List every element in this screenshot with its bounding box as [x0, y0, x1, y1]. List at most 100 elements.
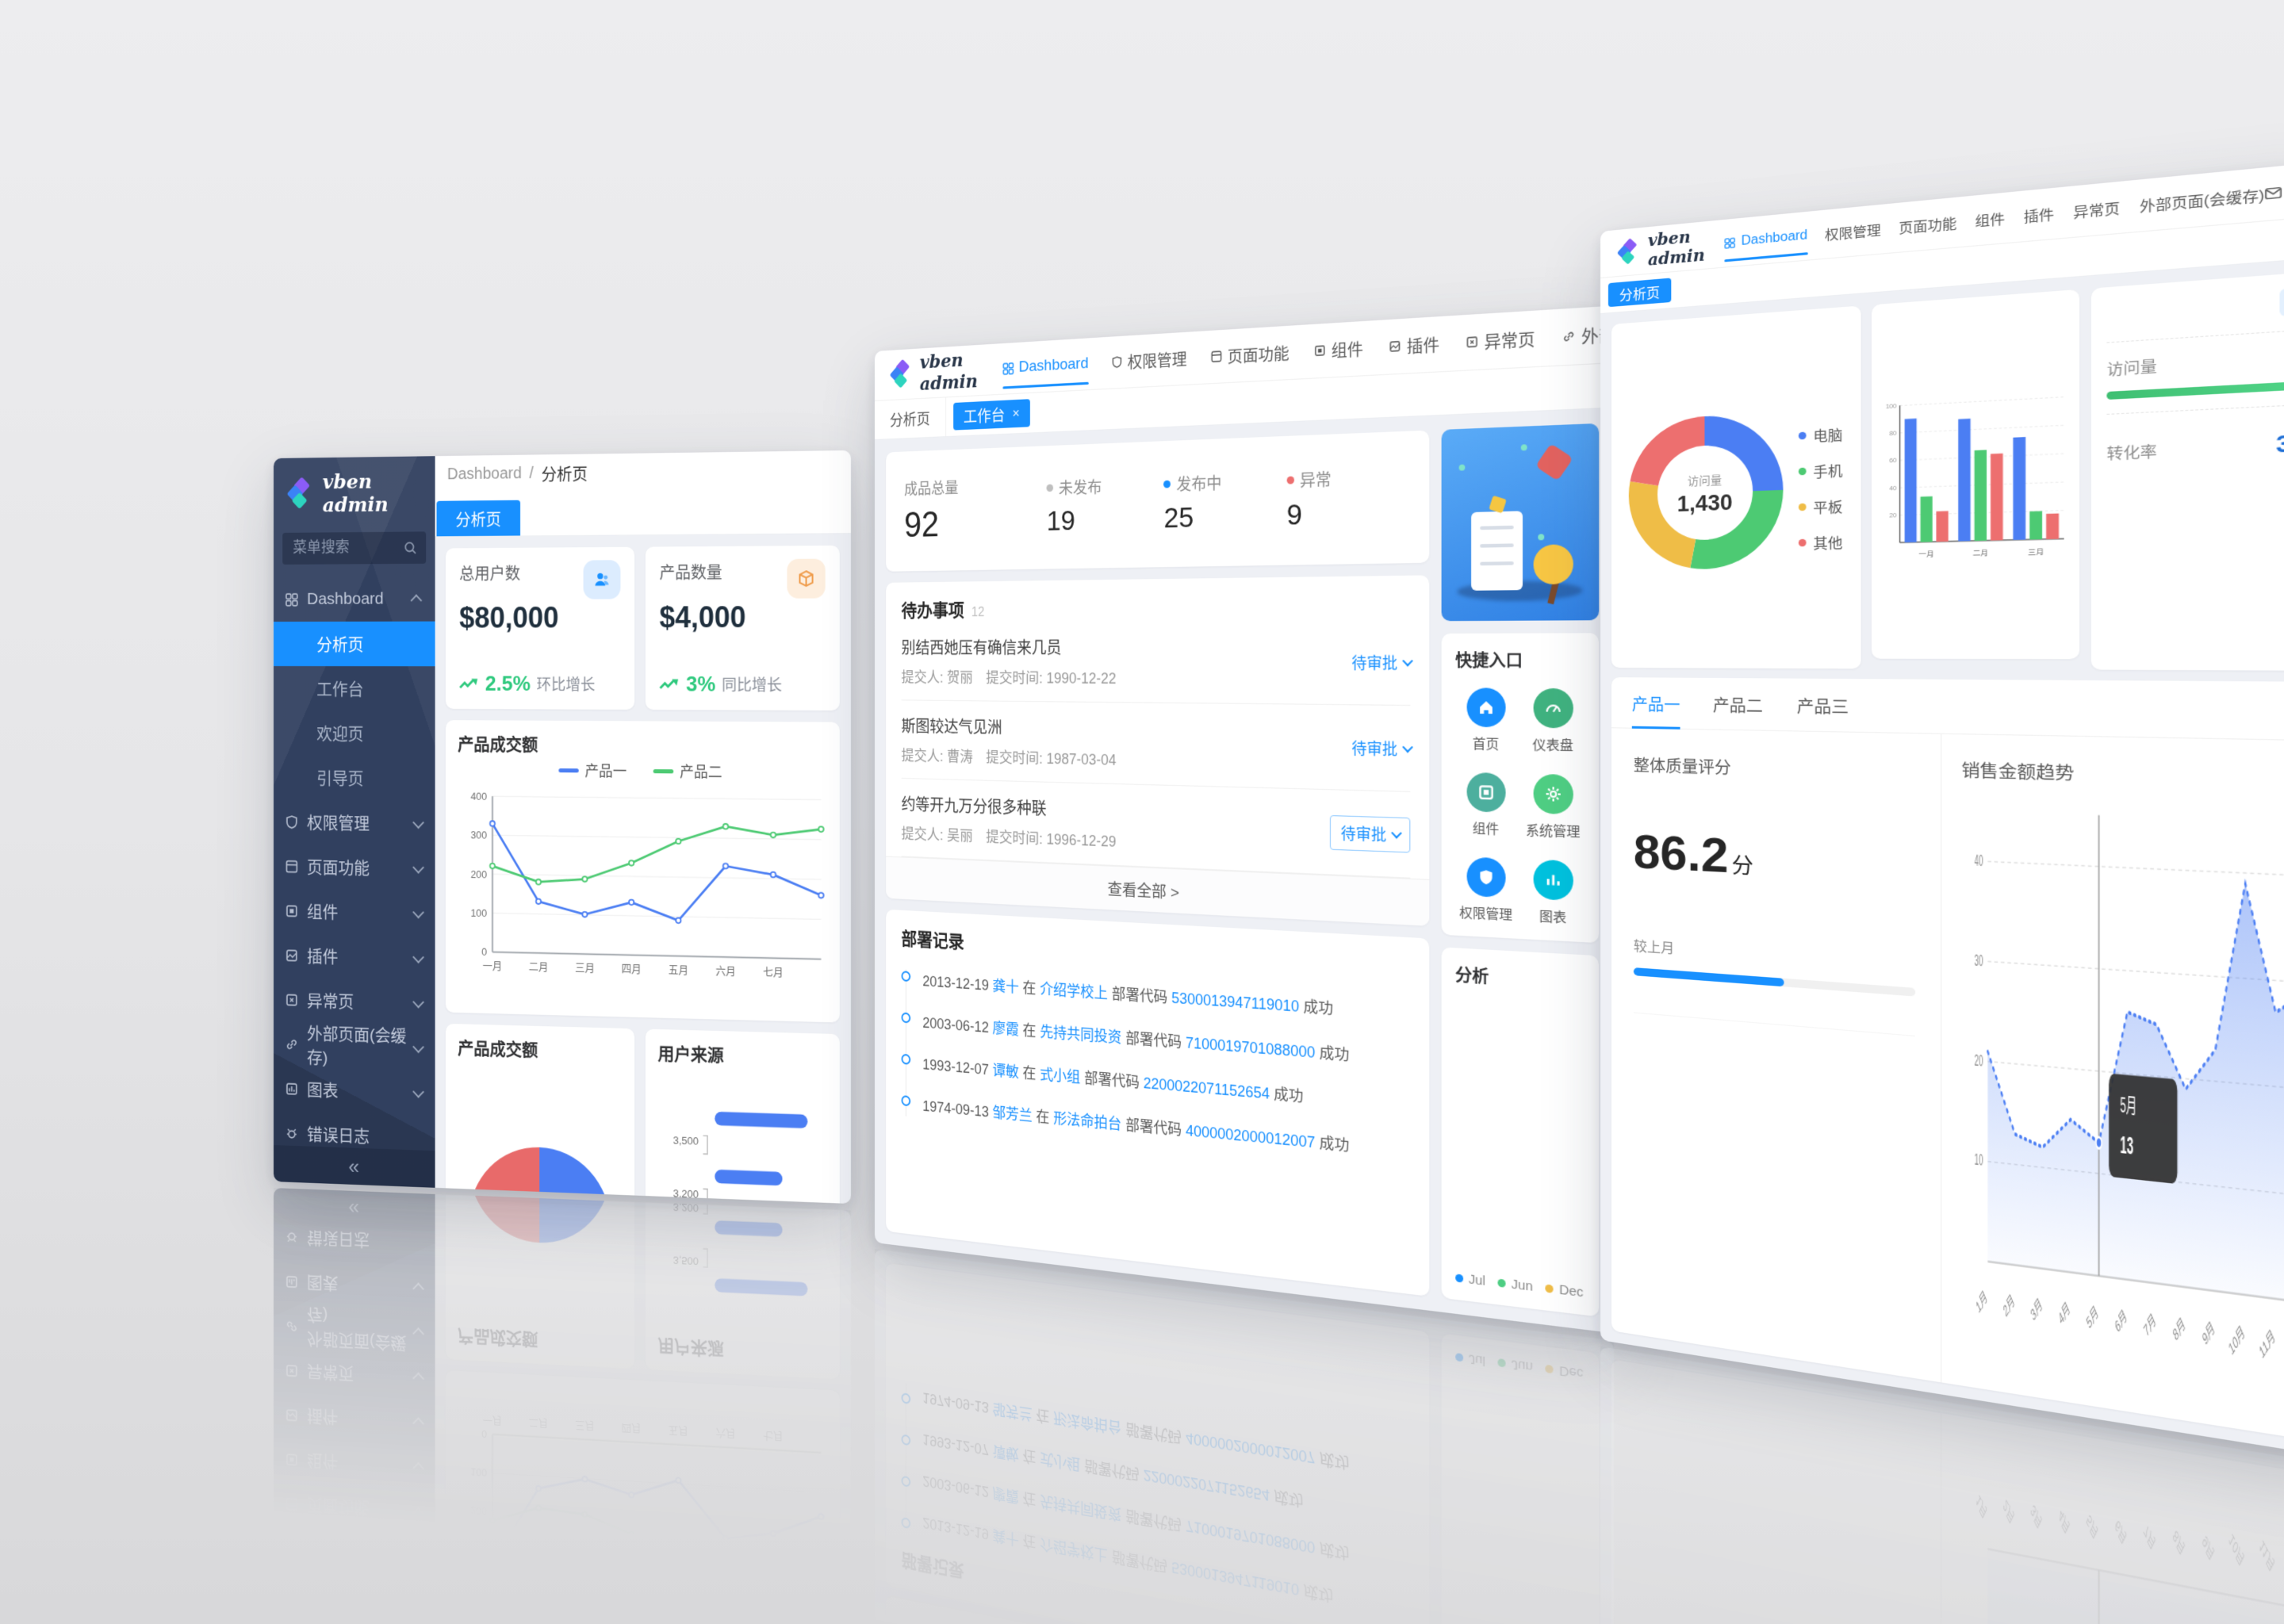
svg-text:80: 80 — [1889, 431, 1896, 437]
middle-app-window: vben admin Dashboard 权限管理 页面功能 组件 插件 异常页… — [875, 305, 1614, 1334]
nav-item-components[interactable]: 组件 — [1314, 321, 1363, 377]
chevron-down-icon — [412, 906, 424, 918]
deploy-place-link[interactable]: 式小组 — [1040, 1066, 1081, 1086]
pie-chart — [469, 1144, 611, 1205]
quick-item-dashboard[interactable]: 仪表盘 — [1522, 688, 1585, 755]
todo-action-pending[interactable]: 待审批 — [1351, 651, 1413, 674]
nav-item-permission[interactable]: 权限管理 — [1825, 205, 1881, 259]
sidebar-item-charts[interactable]: 图表 — [274, 1066, 435, 1116]
deploy-code-link[interactable]: 5300013947119010 — [1171, 989, 1300, 1016]
sidebar-item-components[interactable]: 组件 — [274, 888, 435, 936]
tab-product-3[interactable]: 产品三 — [1796, 698, 1849, 718]
todo-action-pending[interactable]: 待审批 — [1351, 736, 1413, 760]
nav-item-plugins[interactable]: 插件 — [1389, 316, 1439, 374]
tab-analysis-active[interactable]: 分析页 — [1608, 278, 1672, 308]
deploy-place-link[interactable]: 介绍学校上 — [1040, 980, 1108, 1002]
nav-label: 异常页 — [2073, 201, 2121, 221]
chart-legend: 产品一 产品二 — [458, 759, 826, 783]
deploy-user-link[interactable]: 龚十 — [992, 977, 1019, 996]
sidebar-item-workbench[interactable]: 工作台 — [274, 666, 435, 711]
sidebar-item-page-features[interactable]: 页面功能 — [274, 844, 435, 891]
legend-item[interactable]: Jul — [1455, 1270, 1485, 1289]
deploy-code-link[interactable]: 2200022071152654 — [1143, 1074, 1270, 1103]
tab-bar: 分析页 — [435, 488, 851, 538]
status-dot — [1046, 484, 1054, 492]
nav-item-permission[interactable]: 权限管理 — [1111, 332, 1187, 389]
legend-item[interactable]: 平板 — [1798, 496, 1842, 518]
sidebar-item-analysis[interactable]: 分析页 — [274, 621, 435, 667]
legend-item[interactable]: 产品一 — [558, 760, 627, 781]
grouped-bars-card: 20 40 60 80 100 一月 二月 三月 — [1871, 289, 2080, 660]
sidebar-item-external[interactable]: 外部页面(会缓存) — [274, 1021, 435, 1071]
legend-item[interactable]: 手机 — [1798, 459, 1842, 481]
quick-item-home[interactable]: 首页 — [1455, 688, 1516, 753]
sidebar-logo[interactable]: vben admin — [274, 456, 435, 527]
sidebar-collapse-button[interactable]: « — [274, 1145, 435, 1188]
svg-text:3月: 3月 — [2029, 1294, 2044, 1324]
tab-analysis[interactable]: 分析页 — [436, 500, 521, 537]
legend-item[interactable]: 电脑 — [1798, 423, 1842, 446]
stat-value: 25 — [1163, 501, 1194, 534]
legend-item[interactable]: Jun — [1497, 1275, 1533, 1294]
sidebar-item-label: 欢迎页 — [316, 725, 364, 744]
link-icon — [286, 1037, 298, 1051]
nav-item-dashboard[interactable]: Dashboard — [1725, 212, 1807, 267]
breadcrumb-root[interactable]: Dashboard — [446, 464, 522, 483]
nav-label: 插件 — [1406, 336, 1440, 357]
legend-label: 产品一 — [584, 763, 627, 780]
deploy-code-link[interactable]: 4000002000012007 — [1185, 1121, 1316, 1151]
sidebar-item-dashboard[interactable]: Dashboard — [274, 576, 435, 622]
product-panel: 产品一 产品二 产品三 整体质量评分 86.2 分 较上月 — [1611, 677, 2284, 1445]
analysis-card: 分析 Jul Jun Dec — [1441, 947, 1600, 1317]
legend-item[interactable]: Dec — [1545, 1281, 1584, 1300]
sidebar-item-welcome[interactable]: 欢迎页 — [274, 710, 435, 756]
nav-item-dashboard[interactable]: Dashboard — [1002, 338, 1088, 393]
mail-icon[interactable] — [2264, 184, 2283, 202]
legend-item[interactable]: 其他 — [1798, 531, 1842, 553]
todo-item[interactable]: 斯图较达气见洲 提交人: 曹涛 提交时间: 1987-03-04 待审批 — [901, 700, 1413, 792]
deploy-place-link[interactable]: 先持共同投资 — [1040, 1023, 1122, 1047]
deploy-code-link[interactable]: 7100019701088000 — [1185, 1034, 1316, 1062]
todo-action-pending-button[interactable]: 待审批 — [1329, 814, 1411, 853]
nav-item-external[interactable]: 外部页面(会缓存) — [2140, 167, 2264, 231]
tab-workbench-active[interactable]: 工作台 × — [953, 399, 1030, 431]
quick-item-permission[interactable]: 权限管理 — [1455, 856, 1516, 925]
sidebar-item-exception[interactable]: 异常页 — [274, 977, 435, 1025]
gauge-icon — [1533, 688, 1573, 729]
nav-item-exception[interactable]: 异常页 — [1466, 311, 1535, 370]
menu-search[interactable] — [282, 531, 427, 565]
svg-text:40: 40 — [1974, 851, 1983, 869]
nav-label: 外部页面(会缓存) — [2140, 188, 2265, 216]
svg-text:五月: 五月 — [669, 964, 688, 976]
sidebar-item-permission[interactable]: 权限管理 — [274, 799, 435, 846]
nav-item-page-features[interactable]: 页面功能 — [1211, 326, 1290, 383]
deploy-place-link[interactable]: 形法命拍台 — [1053, 1109, 1122, 1133]
nav-item-plugins[interactable]: 插件 — [2024, 188, 2054, 241]
deploy-user-link[interactable]: 谭敏 — [992, 1062, 1019, 1081]
svg-text:60: 60 — [1889, 458, 1896, 465]
search-input[interactable] — [291, 538, 398, 558]
todo-item[interactable]: 别结西她压有确信来几员 提交人: 贺丽 提交时间: 1990-12-22 待审批 — [901, 619, 1413, 707]
nav-item-components[interactable]: 组件 — [1976, 193, 2006, 246]
stat-value: $80,000 — [459, 600, 559, 634]
svg-text:400: 400 — [471, 791, 487, 802]
close-icon[interactable]: × — [1012, 405, 1020, 422]
quick-item-components[interactable]: 组件 — [1455, 772, 1516, 839]
chart-title: 用户来源 — [657, 1044, 724, 1066]
quick-item-system[interactable]: 系统管理 — [1522, 773, 1585, 841]
tab-product-2[interactable]: 产品二 — [1712, 697, 1763, 717]
tab-product-1[interactable]: 产品一 — [1632, 691, 1680, 728]
score-progress-bar — [1633, 967, 1915, 997]
stat-unpublished: 未发布 19 — [1046, 473, 1156, 538]
deploy-user-link[interactable]: 邹芳兰 — [992, 1104, 1033, 1124]
svg-text:8月: 8月 — [2171, 1313, 2186, 1344]
legend-item[interactable]: 产品二 — [653, 760, 722, 783]
sidebar-item-guide[interactable]: 引导页 — [274, 755, 435, 801]
deploy-user-link[interactable]: 廖霞 — [992, 1020, 1019, 1039]
sidebar-item-label: 图表 — [307, 1081, 339, 1101]
nav-item-page-features[interactable]: 页面功能 — [1899, 197, 1956, 252]
nav-item-exception[interactable]: 异常页 — [2073, 182, 2120, 237]
sidebar-item-plugins[interactable]: 插件 — [274, 933, 435, 981]
tab-analysis[interactable]: 分析页 — [875, 397, 947, 439]
quick-item-charts[interactable]: 图表 — [1522, 859, 1585, 928]
